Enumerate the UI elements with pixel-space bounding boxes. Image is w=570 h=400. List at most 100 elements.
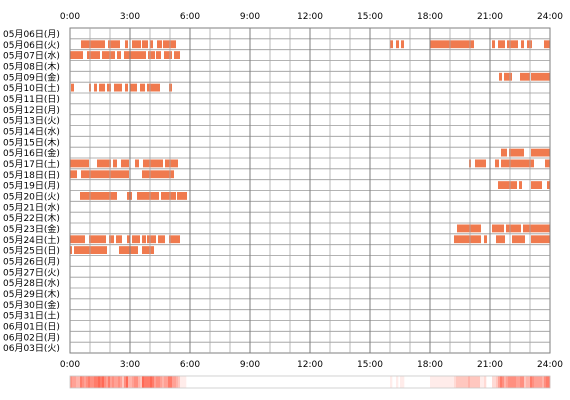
activity-segment bbox=[498, 40, 505, 49]
strip-slot bbox=[468, 376, 471, 388]
strip-slot bbox=[480, 376, 483, 388]
x-axis-bottom: 0:00 3:00 6:00 9:00 12:00 15:00 18:00 21:00 24:0… bbox=[60, 360, 563, 370]
activity-segment bbox=[97, 159, 111, 168]
day-label: 05月06日(月) bbox=[3, 29, 60, 40]
strip-slot bbox=[522, 376, 525, 388]
activity-segment bbox=[108, 40, 120, 49]
activity-segment bbox=[125, 83, 128, 92]
strip-slot bbox=[122, 376, 125, 388]
strip-slot bbox=[520, 376, 523, 388]
day-label: 05月06日(火) bbox=[3, 40, 60, 51]
activity-segment bbox=[430, 40, 474, 49]
activity-segment bbox=[70, 159, 89, 168]
strip-slot bbox=[402, 376, 405, 388]
day-label: 05月16日(金) bbox=[3, 147, 60, 159]
activity-segment bbox=[157, 40, 162, 49]
strip-slot bbox=[396, 376, 399, 388]
strip-slot bbox=[456, 376, 459, 388]
strip-slot bbox=[166, 376, 169, 388]
activity-segment bbox=[520, 72, 530, 81]
day-label: 05月26日(月) bbox=[3, 256, 60, 267]
strip-slot bbox=[514, 376, 517, 388]
strip-slot bbox=[158, 376, 161, 388]
activity-segment bbox=[484, 235, 487, 244]
strip-slot bbox=[436, 376, 439, 388]
strip-slot bbox=[534, 376, 537, 388]
activity-segment bbox=[507, 40, 518, 49]
summary-strip bbox=[69, 375, 551, 389]
strip-slot bbox=[524, 376, 527, 388]
strip-slot bbox=[126, 376, 129, 388]
strip-slot bbox=[118, 376, 121, 388]
strip-slot bbox=[92, 376, 95, 388]
activity-segment bbox=[495, 159, 499, 168]
strip-slot bbox=[430, 376, 433, 388]
strip-slot bbox=[78, 376, 81, 388]
activity-segment bbox=[156, 51, 161, 59]
activity-segment bbox=[475, 159, 486, 168]
strip-slot bbox=[528, 376, 531, 388]
x-tick-label-top: 24:00 bbox=[537, 12, 563, 22]
activity-segment bbox=[81, 40, 105, 49]
day-label: 05月07日(水) bbox=[3, 50, 60, 62]
activity-segment bbox=[135, 159, 139, 168]
x-tick-label-bottom: 18:00 bbox=[417, 360, 443, 370]
day-label: 06月01日(日) bbox=[3, 321, 60, 332]
strip-slot bbox=[172, 376, 175, 388]
strip-slot bbox=[546, 376, 549, 388]
activity-segment bbox=[527, 40, 532, 49]
strip-slot bbox=[124, 376, 127, 388]
strip-slot bbox=[540, 376, 543, 388]
strip-slot bbox=[164, 376, 167, 388]
strip-slot bbox=[518, 376, 521, 388]
strip-slot bbox=[542, 376, 545, 388]
activity-segment bbox=[506, 224, 521, 233]
x-tick-label-top: 15:00 bbox=[357, 12, 383, 22]
activity-segment bbox=[140, 83, 145, 92]
strip-slot bbox=[496, 376, 499, 388]
day-label: 05月08日(木) bbox=[3, 60, 60, 72]
strip-slot bbox=[502, 376, 505, 388]
strip-slot bbox=[96, 376, 99, 388]
activity-segment bbox=[80, 192, 117, 200]
activity-segment bbox=[174, 51, 180, 59]
activity-segment bbox=[71, 83, 74, 92]
strip-slot bbox=[466, 376, 469, 388]
activity-segment bbox=[544, 40, 550, 49]
strip-slot bbox=[146, 376, 149, 388]
strip-slot bbox=[506, 376, 509, 388]
strip-slot bbox=[156, 376, 159, 388]
strip-slot bbox=[516, 376, 519, 388]
strip-slot bbox=[114, 376, 117, 388]
strip-slot bbox=[152, 376, 155, 388]
activity-segment bbox=[519, 181, 522, 189]
activity-segment bbox=[163, 40, 176, 49]
activity-segment bbox=[492, 224, 504, 233]
activity-segment bbox=[119, 246, 138, 254]
day-label: 05月18日(日) bbox=[3, 170, 60, 181]
strip-slot bbox=[508, 376, 511, 388]
activity-segment bbox=[87, 51, 100, 59]
activity-segment bbox=[158, 235, 165, 244]
activity-segment bbox=[94, 83, 97, 92]
strip-slot bbox=[400, 376, 403, 388]
activity-segment bbox=[531, 235, 550, 244]
day-label: 05月29日(木) bbox=[3, 288, 60, 300]
activity-segment bbox=[142, 40, 148, 49]
strip-slot bbox=[144, 376, 147, 388]
x-tick-label-bottom: 9:00 bbox=[240, 360, 260, 370]
activity-segment bbox=[531, 181, 542, 189]
activity-segment bbox=[457, 224, 481, 233]
x-tick-label-top: 0:00 bbox=[60, 12, 80, 22]
strip-slot bbox=[450, 376, 453, 388]
strip-slot bbox=[136, 376, 139, 388]
activity-segment bbox=[164, 51, 172, 59]
activity-segment bbox=[501, 159, 534, 168]
activity-segment bbox=[125, 40, 128, 49]
activity-segment bbox=[512, 235, 525, 244]
x-tick-label-bottom: 15:00 bbox=[357, 360, 383, 370]
day-label: 05月22日(木) bbox=[3, 212, 60, 224]
activity-segment bbox=[545, 159, 550, 168]
day-label: 05月15日(木) bbox=[3, 136, 60, 148]
